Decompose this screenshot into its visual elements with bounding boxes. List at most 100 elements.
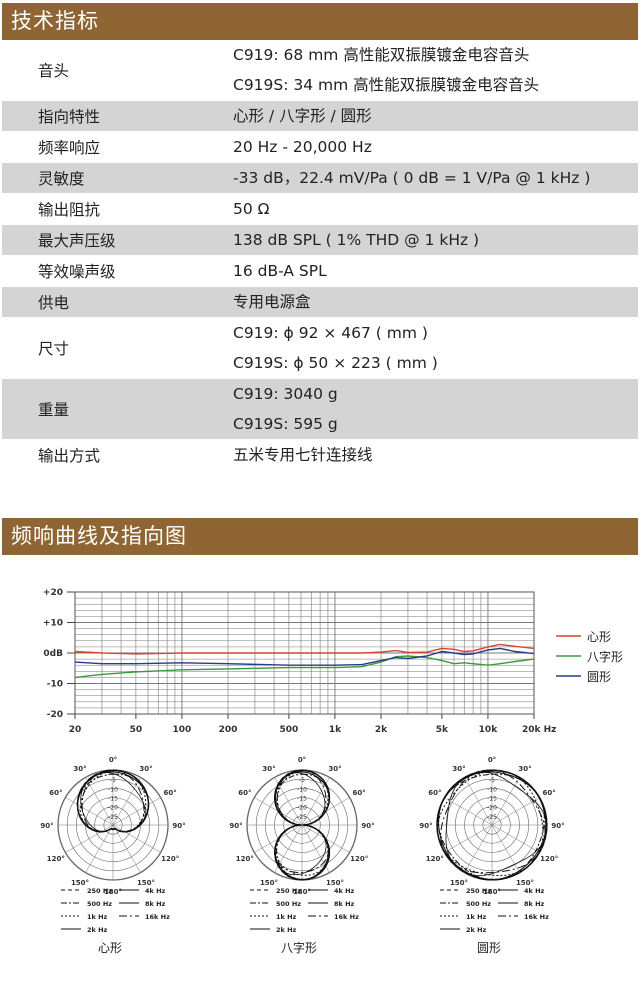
polar-spoke bbox=[464, 824, 493, 873]
spec-value: C919: 68 mm 高性能双振膜镀金电容音头 C919S: 34 mm 高性能… bbox=[233, 40, 638, 101]
x-tick-label: 1k bbox=[329, 725, 342, 735]
polar-legend-label: 250 Hz bbox=[466, 887, 491, 895]
polar-spoke bbox=[65, 797, 114, 826]
spec-row: 频率响应 20 Hz - 20,000 Hz bbox=[2, 131, 638, 163]
polar-legend-label: 2k Hz bbox=[466, 926, 487, 934]
polar-curve bbox=[274, 769, 331, 881]
polar-angle-label: 0° bbox=[488, 756, 496, 764]
spec-value-line: 五米专用七针连接线 bbox=[233, 446, 373, 464]
spec-value-line: 138 dB SPL ( 1% THD @ 1 kHz ) bbox=[233, 231, 480, 249]
polar-angle-label: 90° bbox=[551, 822, 564, 830]
specs-section-title: 技术指标 bbox=[2, 3, 638, 40]
polar-angle-label: 120° bbox=[47, 855, 65, 863]
polar-ring-label: -15 bbox=[487, 796, 497, 803]
spec-value-line: C919S: ϕ 50 × 223 ( mm ) bbox=[233, 354, 438, 372]
polar-ring-label: -10 bbox=[297, 786, 307, 793]
polar-legend-label: 4k Hz bbox=[334, 887, 355, 895]
polar-legend-label: 16k Hz bbox=[524, 913, 549, 921]
polar-curve bbox=[275, 770, 330, 876]
polar-spoke bbox=[444, 797, 493, 826]
x-tick-label: 2k bbox=[375, 725, 388, 735]
polar-curve bbox=[437, 770, 544, 877]
spec-label: 等效噪声级 bbox=[2, 255, 233, 287]
polar-curve bbox=[436, 769, 547, 881]
polar-angle-label: 150° bbox=[71, 879, 89, 887]
polar-angle-label: 150° bbox=[516, 879, 534, 887]
spec-row: 输出阻抗 50 Ω bbox=[2, 193, 638, 225]
polar-angle-label: 180° bbox=[293, 888, 311, 896]
curves-section-title: 频响曲线及指向图 bbox=[2, 518, 638, 555]
spec-value: -33 dB，22.4 mV/Pa ( 0 dB = 1 V/Pa @ 1 kH… bbox=[233, 162, 638, 194]
polar-angle-label: 60° bbox=[543, 789, 556, 797]
polar-spoke bbox=[85, 777, 114, 826]
polar-spoke bbox=[112, 824, 161, 853]
spec-row: 输出方式 五米专用七针连接线 bbox=[2, 439, 638, 471]
spec-row: 供电 专用电源盒 bbox=[2, 286, 638, 318]
polar-spoke bbox=[491, 777, 520, 826]
polar-legend-label: 500 Hz bbox=[466, 900, 491, 908]
spec-value: 20 Hz - 20,000 Hz bbox=[233, 131, 638, 163]
polar-angle-label: 120° bbox=[350, 855, 368, 863]
spec-label: 灵敏度 bbox=[2, 162, 233, 194]
polar-ring-label: -20 bbox=[487, 805, 497, 812]
spec-value-line: C919: 3040 g bbox=[233, 385, 338, 403]
polar-angle-label: 150° bbox=[260, 879, 278, 887]
spec-label: 供电 bbox=[2, 286, 233, 318]
legend-label: 圆形 bbox=[587, 670, 611, 684]
polar-angle-label: 90° bbox=[361, 822, 374, 830]
spec-label: 尺寸 bbox=[2, 317, 233, 379]
spec-label: 输出方式 bbox=[2, 439, 233, 471]
polar-angle-label: 30° bbox=[73, 765, 86, 773]
spec-value-line: C919: ϕ 92 × 467 ( mm ) bbox=[233, 324, 428, 342]
spec-row: 重量 C919: 3040 g C919S: 595 g bbox=[2, 378, 638, 440]
polar-caption: 八字形 bbox=[281, 940, 317, 955]
polar-legend-label: 16k Hz bbox=[145, 913, 170, 921]
spec-value-line: 20 Hz - 20,000 Hz bbox=[233, 138, 372, 156]
spec-value: C919: 3040 g C919S: 595 g bbox=[233, 378, 638, 440]
spec-label: 音头 bbox=[2, 40, 233, 101]
polar-angle-label: 90° bbox=[229, 822, 242, 830]
spec-value: 16 dB-A SPL bbox=[233, 255, 638, 287]
polar-angle-label: 120° bbox=[426, 855, 444, 863]
spec-label: 频率响应 bbox=[2, 131, 233, 163]
polar-curve bbox=[445, 771, 548, 877]
polar-angle-label: 30° bbox=[262, 765, 275, 773]
spec-row: 灵敏度 -33 dB，22.4 mV/Pa ( 0 dB = 1 V/Pa @ 1… bbox=[2, 162, 638, 194]
polar-angle-label: 120° bbox=[161, 855, 179, 863]
polar-ring-label: -20 bbox=[297, 805, 307, 812]
polar-angle-label: 60° bbox=[353, 789, 366, 797]
spec-row: 最大声压级 138 dB SPL ( 1% THD @ 1 kHz ) bbox=[2, 224, 638, 256]
frequency-response-chart: +20 +10 0dB -10 -20 20 50 100 200 500 1k 2k 5k 10k 20k… bbox=[43, 588, 623, 735]
polar-plot-cardioid: 0° 30° 60° 90° 120° 150° 180° 150° 120° 90° 60° 30°… bbox=[40, 756, 185, 955]
spec-value: C919: ϕ 92 × 467 ( mm ) C919S: ϕ 50 × 223… bbox=[233, 317, 638, 379]
y-tick-label: +10 bbox=[43, 619, 63, 629]
spec-row: 音头 C919: 68 mm 高性能双振膜镀金电容音头 C919S: 34 mm 高… bbox=[2, 40, 638, 101]
polar-spoke bbox=[112, 824, 141, 873]
y-tick-label: +20 bbox=[43, 588, 63, 598]
polar-angle-label: 120° bbox=[540, 855, 558, 863]
spec-value-line: -33 dB，22.4 mV/Pa ( 0 dB = 1 V/Pa @ 1 kH… bbox=[233, 169, 591, 187]
polar-ring-label: -10 bbox=[487, 786, 497, 793]
polar-legend-label: 500 Hz bbox=[276, 900, 301, 908]
y-tick-label: -10 bbox=[47, 680, 63, 690]
polar-ring-label: -25 bbox=[297, 814, 307, 821]
series-line-2 bbox=[74, 655, 535, 679]
spec-label: 指向特性 bbox=[2, 100, 233, 132]
polar-curve bbox=[76, 769, 150, 833]
polar-legend-label: 1k Hz bbox=[466, 913, 487, 921]
x-tick-label: 5k bbox=[436, 725, 449, 735]
polar-ring-label: -15 bbox=[108, 796, 118, 803]
polar-angle-label: 90° bbox=[172, 822, 185, 830]
polar-spoke bbox=[112, 777, 141, 826]
polar-angle-label: 60° bbox=[49, 789, 62, 797]
x-tick-label: 500 bbox=[279, 725, 298, 735]
x-tick-label: 20k Hz bbox=[522, 725, 556, 735]
polar-spoke bbox=[491, 824, 540, 853]
spec-value: 五米专用七针连接线 bbox=[233, 439, 638, 471]
polar-legend-label: 8k Hz bbox=[524, 900, 545, 908]
polar-angle-label: 30° bbox=[518, 765, 531, 773]
polar-angle-label: 30° bbox=[328, 765, 341, 773]
spec-value-line: C919S: 595 g bbox=[233, 415, 338, 433]
polar-ring-label: -15 bbox=[297, 796, 307, 803]
